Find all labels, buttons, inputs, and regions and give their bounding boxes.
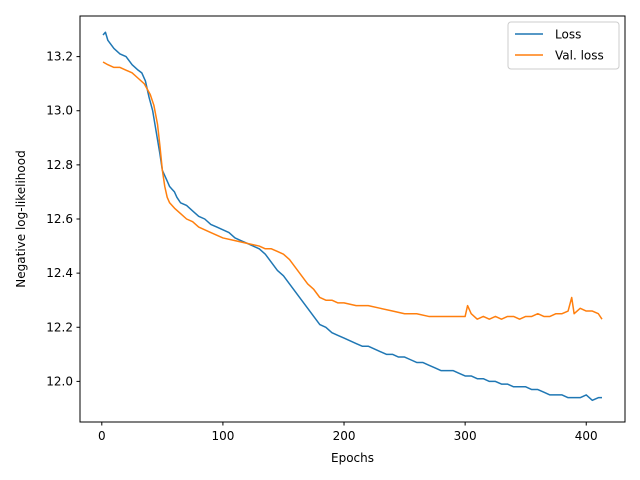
x-axis-ticks: 0 100 200 300 400: [98, 422, 598, 443]
y-tick-label: 13.0: [46, 104, 73, 118]
series-line-loss: [102, 31, 602, 402]
legend-loss-label: Loss: [555, 28, 581, 42]
legend-val-loss-label: Val. loss: [555, 49, 604, 63]
y-tick-label: 13.2: [46, 50, 73, 64]
y-tick-label: 12.8: [46, 158, 73, 172]
x-tick-label: 0: [98, 429, 106, 443]
series-line-val-loss: [102, 61, 603, 320]
y-tick-label: 12.0: [46, 374, 73, 388]
legend: Loss Val. loss: [507, 21, 620, 70]
y-tick-label: 12.4: [46, 266, 73, 280]
x-tick-label: 100: [211, 429, 234, 443]
y-tick-label: 12.2: [46, 320, 73, 334]
plot-series: [102, 31, 603, 402]
x-axis-label: Epochs: [331, 451, 374, 465]
x-tick-label: 200: [333, 429, 356, 443]
y-axis-ticks: 12.0 12.2 12.4 12.6 12.8 13.0 13.2: [46, 50, 80, 388]
y-tick-label: 12.6: [46, 212, 73, 226]
x-tick-label: 400: [575, 429, 598, 443]
x-tick-label: 300: [454, 429, 477, 443]
y-axis-label: Negative log-likelihood: [14, 150, 28, 287]
